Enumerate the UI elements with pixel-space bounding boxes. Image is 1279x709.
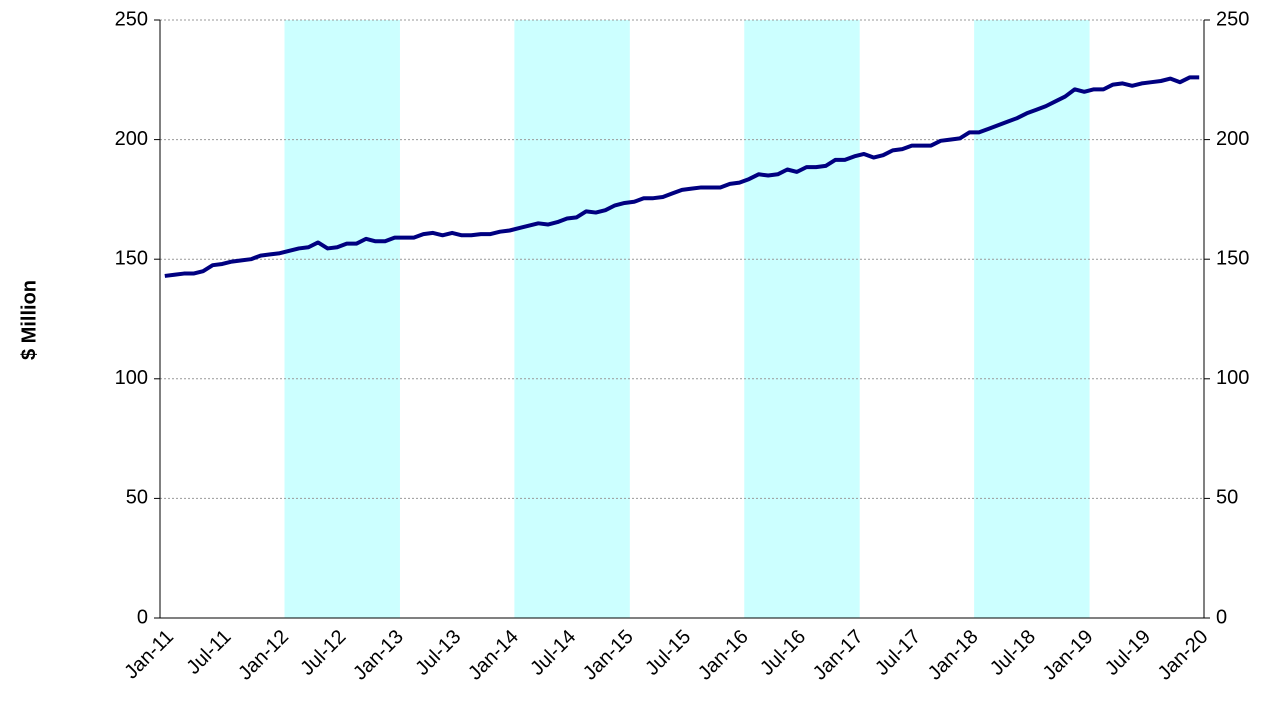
shading-band <box>820 20 831 618</box>
shading-band <box>591 20 602 618</box>
x-tick-label: Jan-14 <box>464 626 523 685</box>
shading-band <box>1060 20 1071 618</box>
shading-band <box>533 20 544 618</box>
shading-band <box>370 20 381 618</box>
shading-band <box>313 20 324 618</box>
shading-band <box>753 20 764 618</box>
shading-band <box>1022 20 1033 618</box>
x-tick-label: Jul-19 <box>1101 626 1155 680</box>
shading-band <box>993 20 1004 618</box>
shading-band <box>303 20 314 618</box>
y-tick-label: 200 <box>115 128 148 150</box>
x-tick-label: Jul-13 <box>411 626 465 680</box>
shading-band <box>610 20 621 618</box>
shading-band <box>849 20 860 618</box>
shading-band <box>332 20 343 618</box>
shading-band <box>1002 20 1013 618</box>
shading-band <box>284 20 295 618</box>
shading-band <box>341 20 353 618</box>
y-tick-label: 150 <box>115 247 148 269</box>
y2-tick-label: 100 <box>1216 367 1249 389</box>
y2-tick-label: 200 <box>1216 128 1249 150</box>
shading-band <box>1069 20 1080 618</box>
x-tick-label: Jan-13 <box>349 626 408 685</box>
shading-band <box>380 20 391 618</box>
shading-band <box>763 20 774 618</box>
shading-band <box>361 20 372 618</box>
shading-band <box>772 20 784 618</box>
y-tick-label: 50 <box>126 487 148 509</box>
shading-band <box>1041 20 1052 618</box>
x-tick-label: Jan-11 <box>120 626 178 684</box>
y-tick-label: 0 <box>137 606 148 628</box>
shading-band <box>543 20 554 618</box>
y2-tick-label: 150 <box>1216 247 1249 269</box>
shading-band <box>782 20 793 618</box>
x-tick-label: Jul-16 <box>756 626 810 680</box>
x-tick-label: Jan-19 <box>1039 626 1098 685</box>
x-tick-label: Jul-15 <box>641 626 695 680</box>
shading-band <box>792 20 803 618</box>
shading-band <box>351 20 362 618</box>
data-line <box>164 75 1200 278</box>
shading-band <box>801 20 812 618</box>
x-tick-label: Jul-18 <box>986 626 1040 680</box>
y-tick-label: 100 <box>115 367 148 389</box>
shading-band <box>983 20 994 618</box>
shading-band <box>1079 20 1090 618</box>
y-axis-title: $ Million <box>18 280 40 360</box>
shading-band <box>830 20 841 618</box>
shading-band <box>571 20 582 618</box>
shading-band <box>600 20 611 618</box>
x-tick-label: Jul-17 <box>871 626 925 680</box>
x-tick-label: Jul-12 <box>296 626 350 680</box>
shading-band <box>562 20 573 618</box>
x-tick-label: Jan-12 <box>234 626 293 685</box>
y2-tick-label: 0 <box>1216 606 1227 628</box>
x-tick-label: Jan-16 <box>694 626 753 685</box>
shading-band <box>294 20 305 618</box>
x-tick-label: Jan-18 <box>924 626 983 685</box>
shading-band <box>552 20 563 618</box>
shading-band <box>514 20 525 618</box>
shading-band <box>619 20 630 618</box>
shading-band <box>523 20 535 618</box>
shading-band <box>1050 20 1061 618</box>
y-tick-label: 250 <box>115 8 148 30</box>
shading-band <box>744 20 755 618</box>
x-tick-label: Jan-15 <box>579 626 638 685</box>
x-tick-label: Jan-20 <box>1154 626 1213 685</box>
x-tick-label: Jan-17 <box>809 626 868 685</box>
x-tick-label: Jul-11 <box>182 626 235 679</box>
y2-tick-label: 50 <box>1216 487 1238 509</box>
shading-band <box>974 20 985 618</box>
shading-band <box>322 20 333 618</box>
shading-band <box>581 20 592 618</box>
shading-band <box>840 20 851 618</box>
shading-band <box>389 20 400 618</box>
shading-band <box>1031 20 1042 618</box>
shading-band <box>1012 20 1023 618</box>
x-tick-label: Jul-14 <box>526 626 580 680</box>
shading-band <box>811 20 822 618</box>
y2-tick-label: 250 <box>1216 8 1249 30</box>
